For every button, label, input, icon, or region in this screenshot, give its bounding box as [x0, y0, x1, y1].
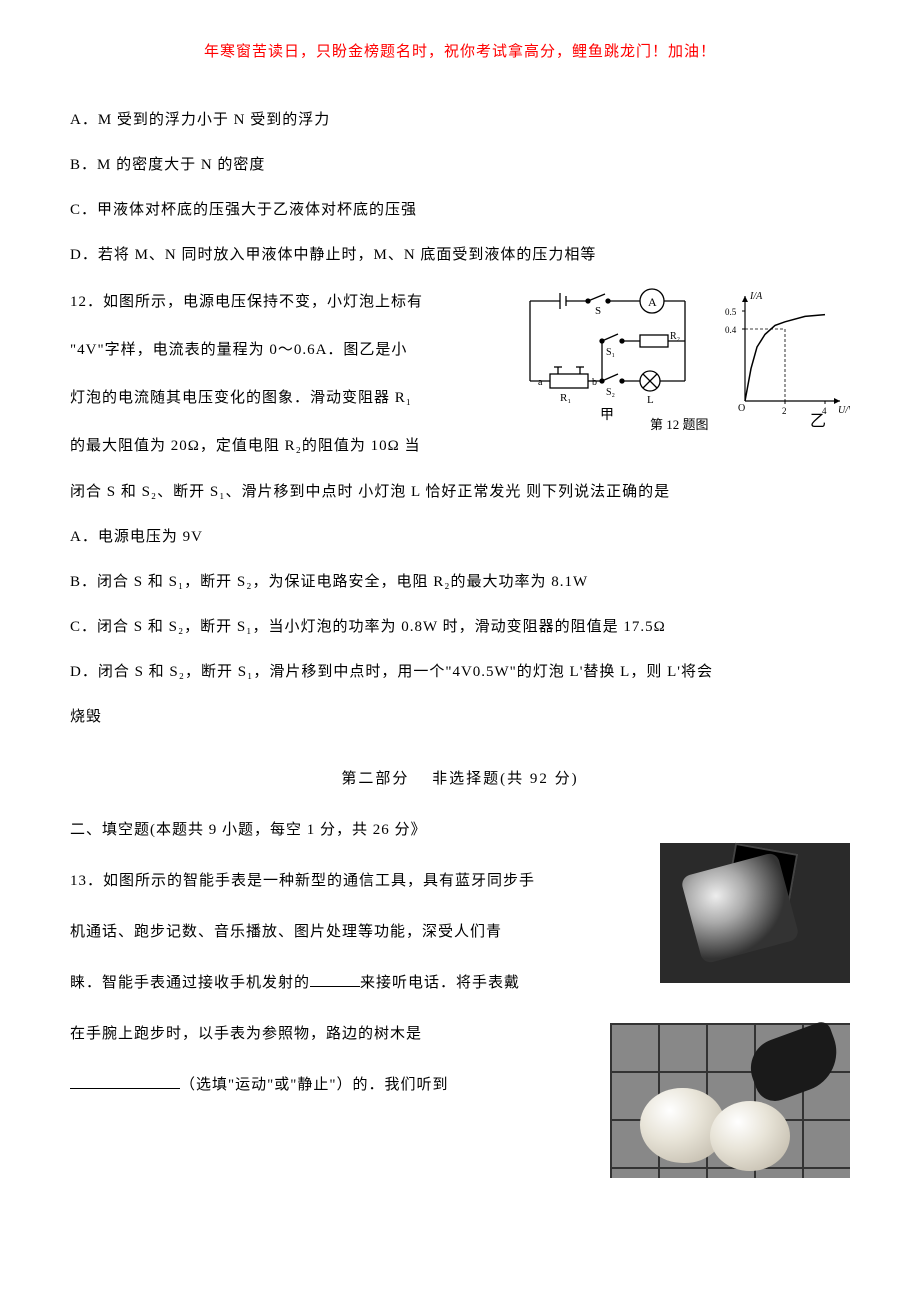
q13-c-post: 来接听电话．将手表戴: [360, 975, 520, 991]
exam-page: 年寒窗苦读日，只盼金榜题名时，祝你考试拿高分，鲤鱼跳龙门！加油！ A．M 受到的…: [0, 0, 920, 1154]
q12-option-d-a: D．闭合 S 和 S₂，断开 S₁，滑片移到中点时，用一个"4V0.5W"的灯泡…: [70, 653, 850, 692]
label-l: L: [647, 394, 654, 406]
caption-right: 乙: [810, 413, 826, 430]
label-a-terminal: a: [538, 377, 543, 388]
q11-option-d: D．若将 M、N 同时放入甲液体中静止时，M、N 底面受到液体的压力相等: [70, 236, 850, 275]
origin: O: [738, 403, 745, 414]
photo-egg-2: [710, 1101, 790, 1171]
q12-option-d-b: 烧毁: [70, 698, 850, 737]
q12-stem-1: 12．如图所示，电源电压保持不变，小灯泡上标有: [70, 281, 490, 323]
q12-figure: S A a b R₁: [510, 281, 850, 431]
blank-1: [310, 972, 360, 987]
q13-c: 睐．智能手表通过接收手机发射的 来接听电话．将手表戴: [70, 961, 570, 1006]
q12-stem: 12．如图所示，电源电压保持不变，小灯泡上标有 "4V"字样，电流表的量程为 0…: [70, 281, 490, 467]
q13-e-post: （选填"运动"或"静止"）的．我们听到: [180, 1077, 449, 1093]
q11-option-b: B．M 的密度大于 N 的密度: [70, 146, 850, 185]
q13-c-pre: 睐．智能手表通过接收手机发射的: [70, 975, 310, 991]
label-s2: S₂: [606, 387, 615, 398]
ytick-1: 0.5: [725, 307, 737, 317]
eggs-grid-photo: [610, 1023, 850, 1178]
q11-option-c: C．甲液体对杯底的压强大于乙液体对杯底的压强: [70, 191, 850, 230]
smartwatch-photo: [660, 843, 850, 983]
q13-block: 二、填空题(本题共 9 小题，每空 1 分，共 26 分》 13．如图所示的智能…: [70, 808, 850, 1108]
caption-left: 甲: [600, 408, 614, 423]
q12-stem-5: 闭合 S 和 S₂、断开 S₁、滑片移到中点时 小灯泡 L 恰好正常发光 则下列…: [70, 473, 850, 512]
q13-e: （选填"运动"或"静止"）的．我们听到: [70, 1063, 570, 1108]
q12-stem-4: 的最大阻值为 20Ω，定值电阻 R₂的阻值为 10Ω 当: [70, 425, 490, 467]
motivational-header: 年寒窗苦读日，只盼金榜题名时，祝你考试拿高分，鲤鱼跳龙门！加油！: [70, 40, 850, 61]
q12-circuit-and-graph: S A a b R₁: [510, 281, 850, 431]
q12-option-b: B．闭合 S 和 S₁，断开 S₂，为保证电路安全，电阻 R₂的最大功率为 8.…: [70, 563, 850, 602]
label-a: A: [648, 295, 657, 309]
q13-text: 二、填空题(本题共 9 小题，每空 1 分，共 26 分》 13．如图所示的智能…: [70, 808, 570, 1108]
q12-option-a: A．电源电压为 9V: [70, 518, 850, 557]
q12-stem-3: 灯泡的电流随其电压变化的图象．滑动变阻器 R₁: [70, 377, 490, 419]
q12-stem-2: "4V"字样，电流表的量程为 0～0.6A．图乙是小: [70, 329, 490, 371]
q13-a: 13．如图所示的智能手表是一种新型的通信工具，具有蓝牙同步手: [70, 859, 570, 904]
q11-option-a: A．M 受到的浮力小于 N 受到的浮力: [70, 101, 850, 140]
section2-heading: 二、填空题(本题共 9 小题，每空 1 分，共 26 分》: [70, 808, 570, 853]
ytick-0: 0.4: [725, 325, 737, 335]
q13-b: 机通话、跑步记数、音乐播放、图片处理等功能，深受人们青: [70, 910, 570, 955]
ylabel: I/A: [749, 291, 763, 302]
q12-block: 12．如图所示，电源电压保持不变，小灯泡上标有 "4V"字样，电流表的量程为 0…: [70, 281, 850, 467]
label-s: S: [595, 305, 601, 317]
xtick-0: 2: [782, 406, 787, 416]
label-r1: R₁: [560, 392, 571, 404]
blank-2: [70, 1074, 180, 1089]
caption-mid: 第 12 题图: [650, 417, 709, 431]
q13-d: 在手腕上跑步时，以手表为参照物，路边的树木是: [70, 1012, 570, 1057]
q12-option-c: C．闭合 S 和 S₂，断开 S₁，当小灯泡的功率为 0.8W 时，滑动变阻器的…: [70, 608, 850, 647]
label-s1: S₁: [606, 347, 615, 358]
part2-title: 第二部分 非选择题(共 92 分): [70, 767, 850, 788]
xlabel: U/V: [838, 405, 850, 416]
label-b-terminal: b: [592, 377, 597, 388]
q12-graph: U/V I/A O 0.4 0.5 2 4: [725, 291, 850, 416]
